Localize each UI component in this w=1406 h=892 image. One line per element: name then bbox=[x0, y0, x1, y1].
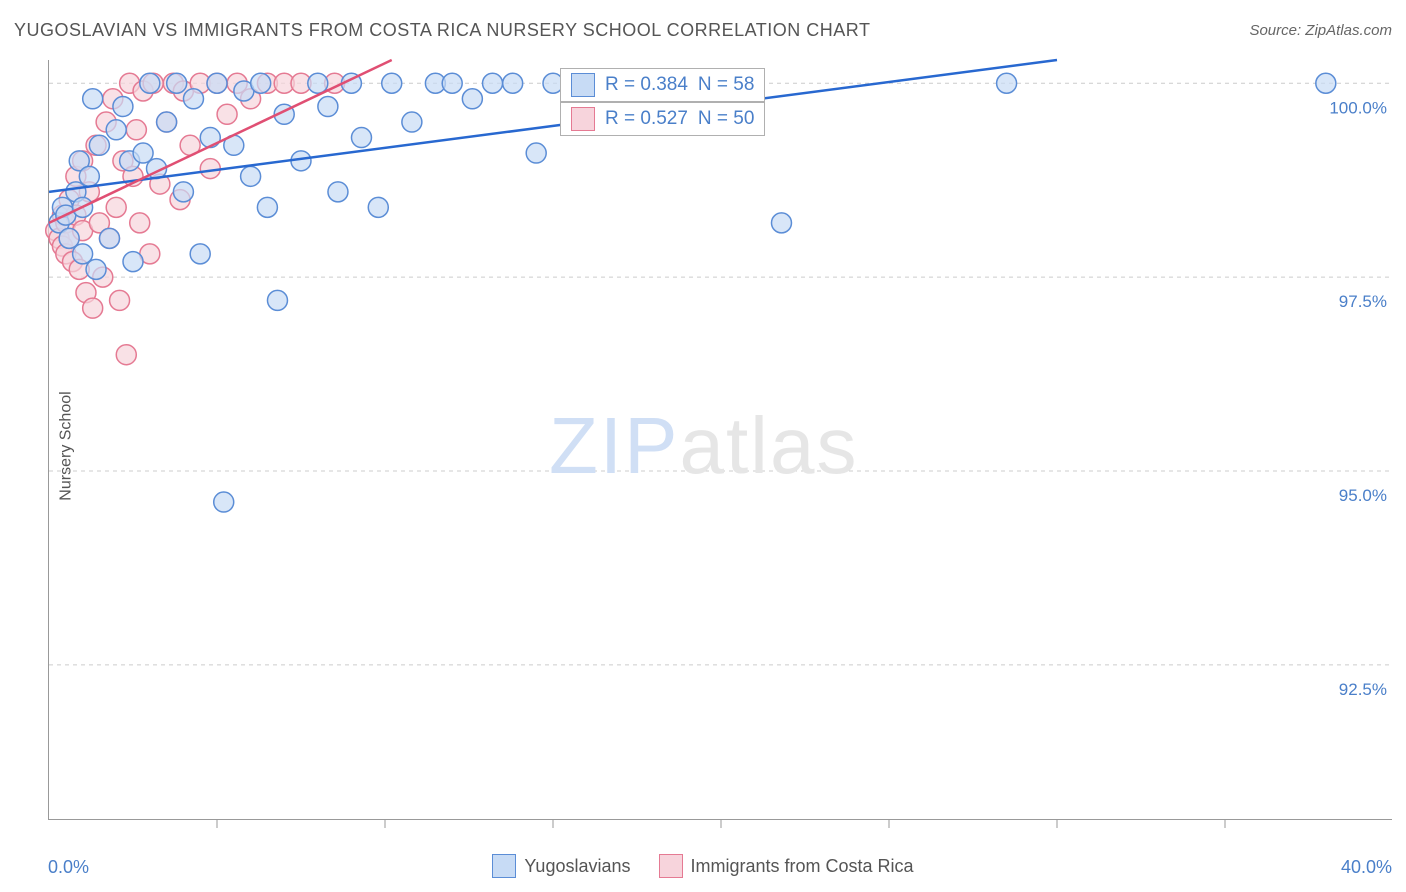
stat-n: N = 58 bbox=[698, 74, 755, 96]
legend-item-yugoslavians: Yugoslavians bbox=[492, 854, 630, 878]
chart-title: YUGOSLAVIAN VS IMMIGRANTS FROM COSTA RIC… bbox=[14, 20, 870, 41]
stat-n: N = 50 bbox=[698, 108, 755, 130]
svg-text:100.0%: 100.0% bbox=[1329, 98, 1387, 117]
plot-area: 92.5%95.0%97.5%100.0% ZIPatlas bbox=[48, 60, 1392, 820]
source-label: Source: ZipAtlas.com bbox=[1249, 22, 1392, 39]
stats-row: R = 0.527 N = 50 bbox=[560, 102, 765, 136]
svg-text:95.0%: 95.0% bbox=[1339, 486, 1387, 505]
svg-text:92.5%: 92.5% bbox=[1339, 680, 1387, 699]
legend-label: Yugoslavians bbox=[524, 856, 630, 877]
stat-r: R = 0.527 bbox=[605, 108, 688, 130]
legend-item-costa-rica: Immigrants from Costa Rica bbox=[659, 854, 914, 878]
swatch-icon bbox=[571, 73, 595, 97]
chart-svg: 92.5% 95.0% 97.5% 100.0% bbox=[49, 60, 1393, 820]
swatch-icon bbox=[659, 854, 683, 878]
swatch-icon bbox=[492, 854, 516, 878]
legend-label: Immigrants from Costa Rica bbox=[691, 856, 914, 877]
stat-r: R = 0.384 bbox=[605, 74, 688, 96]
swatch-icon bbox=[571, 107, 595, 131]
stats-row: R = 0.384 N = 58 bbox=[560, 68, 765, 102]
legend: Yugoslavians Immigrants from Costa Rica bbox=[0, 854, 1406, 878]
svg-text:97.5%: 97.5% bbox=[1339, 292, 1387, 311]
chart-header: YUGOSLAVIAN VS IMMIGRANTS FROM COSTA RIC… bbox=[14, 20, 1392, 41]
